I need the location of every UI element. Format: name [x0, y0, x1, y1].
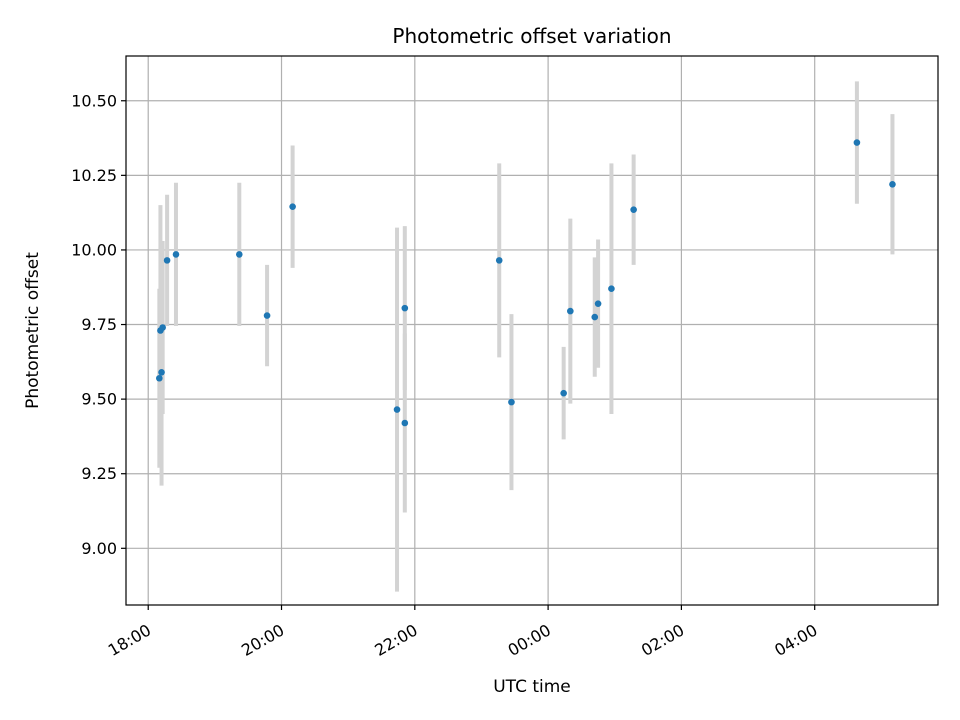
y-tick-label: 10.25: [71, 166, 117, 185]
x-tick-label: 18:00: [105, 620, 154, 660]
error-bars: [157, 81, 895, 592]
data-point: [289, 203, 296, 210]
y-tick-label: 9.75: [81, 315, 117, 334]
x-tick-label: 22:00: [371, 620, 420, 660]
x-tick-labels: 18:00 20:00 22:00 00:00 02:00 04:00: [105, 620, 821, 660]
data-point: [560, 389, 567, 397]
y-tick-label: 9.25: [81, 464, 117, 483]
x-tick-label: 00:00: [505, 620, 554, 660]
data-point: [163, 257, 171, 264]
data-point: [236, 251, 243, 258]
data-point: [853, 139, 861, 146]
y-tick-labels: 9.00 9.25 9.50 9.75 10.00 10.25 10.50: [71, 91, 117, 558]
y-axis-label: Photometric offset: [23, 252, 43, 409]
data-point: [393, 406, 401, 413]
y-tick-label: 10.00: [71, 240, 117, 259]
y-tick-label: 10.50: [71, 91, 117, 110]
x-tick-label: 20:00: [238, 620, 287, 660]
x-tick-label: 04:00: [771, 620, 820, 660]
y-tick-label: 9.00: [81, 539, 117, 558]
data-point: [508, 398, 515, 406]
data-point: [401, 419, 409, 427]
grid: [126, 56, 938, 605]
chart-title: Photometric offset variation: [392, 24, 671, 48]
x-tick-label: 02:00: [638, 620, 687, 660]
data-point: [156, 374, 163, 382]
ticks: [121, 100, 816, 610]
data-point: [630, 206, 637, 213]
y-tick-label: 9.50: [81, 390, 117, 409]
data-point: [159, 324, 166, 331]
data-point: [158, 368, 165, 376]
data-point: [594, 300, 602, 307]
data-point: [567, 307, 574, 315]
x-axis-label: UTC time: [493, 677, 571, 697]
data-point: [495, 257, 503, 264]
data-point: [591, 313, 599, 321]
data-point: [401, 304, 409, 312]
data-points: [156, 139, 896, 427]
data-point: [608, 285, 615, 293]
data-point: [889, 180, 896, 188]
data-point: [263, 312, 271, 319]
data-point: [172, 251, 180, 258]
plot-frame: [125, 55, 939, 606]
